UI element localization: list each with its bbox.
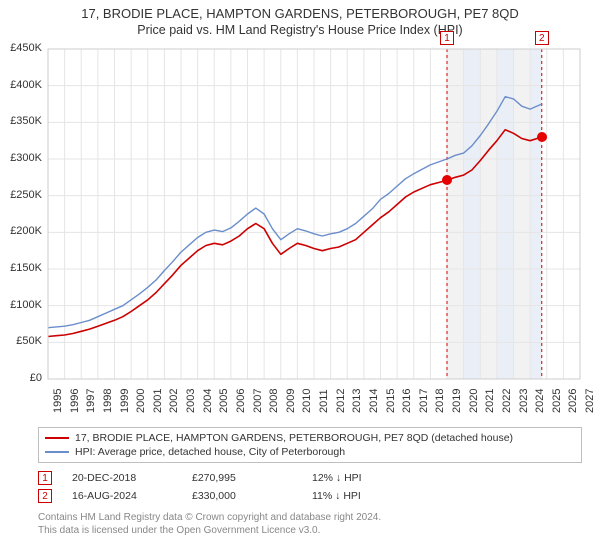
x-tick-label: 2008 xyxy=(268,389,280,413)
x-tick-label: 2016 xyxy=(401,389,413,413)
x-tick-label: 2018 xyxy=(434,389,446,413)
chart-svg xyxy=(0,41,600,389)
sale-price: £330,000 xyxy=(192,490,292,502)
sales-table: 1 20-DEC-2018 £270,995 12% ↓ HPI 2 16-AUG-202… xyxy=(38,469,582,505)
x-tick-label: 2009 xyxy=(285,389,297,413)
y-tick-label: £50K xyxy=(0,335,42,347)
x-tick-label: 2020 xyxy=(468,389,480,413)
chart-subtitle: Price paid vs. HM Land Registry's House … xyxy=(0,21,600,41)
legend-swatch xyxy=(45,437,69,439)
x-tick-label: 1999 xyxy=(119,389,131,413)
x-tick-label: 2026 xyxy=(567,389,579,413)
x-tick-label: 2000 xyxy=(135,389,147,413)
sale-price: £270,995 xyxy=(192,472,292,484)
x-tick-label: 2023 xyxy=(518,389,530,413)
x-tick-label: 1996 xyxy=(69,389,81,413)
x-tick-label: 2019 xyxy=(451,389,463,413)
sale-row: 1 20-DEC-2018 £270,995 12% ↓ HPI xyxy=(38,469,582,487)
y-tick-label: £0 xyxy=(0,372,42,384)
license-text: Contains HM Land Registry data © Crown c… xyxy=(38,511,582,537)
y-tick-label: £150K xyxy=(0,262,42,274)
y-tick-label: £250K xyxy=(0,189,42,201)
sale-delta: 11% ↓ HPI xyxy=(312,490,412,502)
chart-title: 17, BRODIE PLACE, HAMPTON GARDENS, PETER… xyxy=(0,0,600,21)
legend-swatch xyxy=(45,451,69,453)
y-tick-label: £200K xyxy=(0,225,42,237)
legend-row: 17, BRODIE PLACE, HAMPTON GARDENS, PETER… xyxy=(45,431,575,445)
x-tick-label: 2012 xyxy=(335,389,347,413)
x-tick-label: 2027 xyxy=(584,389,596,413)
x-tick-label: 2004 xyxy=(202,389,214,413)
x-tick-label: 2003 xyxy=(185,389,197,413)
x-tick-label: 2010 xyxy=(301,389,313,413)
x-tick-label: 2013 xyxy=(351,389,363,413)
x-tick-label: 1997 xyxy=(85,389,97,413)
x-tick-label: 2002 xyxy=(168,389,180,413)
sale-row: 2 16-AUG-2024 £330,000 11% ↓ HPI xyxy=(38,487,582,505)
x-tick-label: 1995 xyxy=(52,389,64,413)
x-tick-label: 2022 xyxy=(501,389,513,413)
sale-date: 20-DEC-2018 xyxy=(72,472,172,484)
x-tick-label: 2005 xyxy=(218,389,230,413)
figure: 17, BRODIE PLACE, HAMPTON GARDENS, PETER… xyxy=(0,0,600,560)
legend-label: 17, BRODIE PLACE, HAMPTON GARDENS, PETER… xyxy=(75,432,513,444)
sale-point-dot xyxy=(442,175,452,185)
sale-delta: 12% ↓ HPI xyxy=(312,472,412,484)
y-tick-label: £350K xyxy=(0,115,42,127)
sale-date: 16-AUG-2024 xyxy=(72,490,172,502)
series-hpi xyxy=(48,97,542,328)
x-tick-label: 2014 xyxy=(368,389,380,413)
x-tick-label: 2001 xyxy=(152,389,164,413)
legend-row: HPI: Average price, detached house, City… xyxy=(45,445,575,459)
y-tick-label: £300K xyxy=(0,152,42,164)
chart-stage: 12£0£50K£100K£150K£200K£250K£300K£350K£4… xyxy=(0,41,600,421)
x-tick-label: 2007 xyxy=(252,389,264,413)
x-tick-label: 2024 xyxy=(534,389,546,413)
legend: 17, BRODIE PLACE, HAMPTON GARDENS, PETER… xyxy=(38,427,582,463)
sale-marker: 1 xyxy=(38,471,52,485)
license-line: Contains HM Land Registry data © Crown c… xyxy=(38,511,582,524)
license-line: This data is licensed under the Open Gov… xyxy=(38,524,582,537)
x-tick-label: 2017 xyxy=(418,389,430,413)
y-tick-label: £100K xyxy=(0,299,42,311)
x-tick-label: 2011 xyxy=(318,389,330,413)
sale-point-dot xyxy=(537,132,547,142)
x-tick-label: 2025 xyxy=(551,389,563,413)
y-tick-label: £400K xyxy=(0,79,42,91)
sale-marker: 2 xyxy=(38,489,52,503)
x-tick-label: 2021 xyxy=(484,389,496,413)
x-tick-label: 1998 xyxy=(102,389,114,413)
x-tick-label: 2006 xyxy=(235,389,247,413)
x-tick-label: 2015 xyxy=(385,389,397,413)
legend-label: HPI: Average price, detached house, City… xyxy=(75,446,345,458)
y-tick-label: £450K xyxy=(0,42,42,54)
